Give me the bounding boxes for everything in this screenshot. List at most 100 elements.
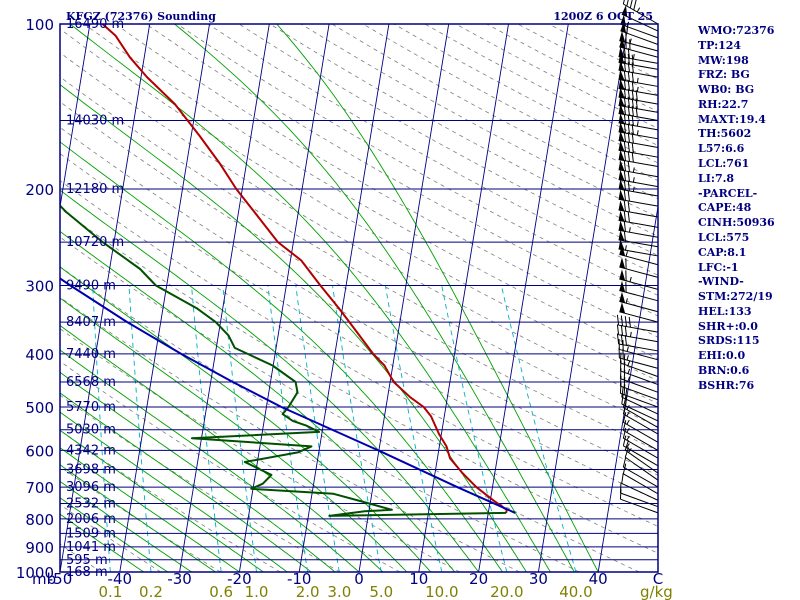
wind-barb-flag bbox=[619, 382, 622, 394]
wind-barb-shaft bbox=[619, 348, 659, 361]
wind-barb-pennant bbox=[619, 302, 626, 314]
wind-barb-shaft bbox=[623, 3, 659, 25]
wind-barb-flag bbox=[620, 325, 624, 336]
height-label: 5770 m bbox=[66, 400, 116, 415]
wind-barb-flag bbox=[619, 488, 622, 500]
height-label: 3096 m bbox=[66, 480, 116, 495]
wind-barb bbox=[618, 200, 659, 218]
wind-barb-flag bbox=[635, 106, 638, 117]
wind-barb bbox=[619, 37, 659, 58]
wind-barb-halfflag bbox=[628, 227, 631, 233]
wind-barb-pennant bbox=[621, 5, 628, 17]
wind-barb-flag bbox=[622, 463, 627, 474]
height-label: 595 m bbox=[66, 553, 108, 568]
sidebar-index-10: LI:7.8 bbox=[698, 171, 735, 185]
sidebar-index-6: MAXT:19.4 bbox=[698, 112, 766, 126]
sidebar-index-4: WB0: BG bbox=[698, 83, 755, 97]
wind-barb bbox=[618, 113, 659, 131]
dry-adiabat-line bbox=[60, 52, 658, 404]
height-label: 2006 m bbox=[66, 512, 116, 527]
moist-adiabat-line bbox=[174, 24, 575, 572]
mixing-ratio-tick-label: 20.0 bbox=[490, 583, 523, 600]
wind-barb bbox=[618, 189, 659, 207]
wind-barb-pennant bbox=[618, 52, 625, 64]
temperature-tick-label: -10 bbox=[287, 570, 312, 588]
wind-barb-shaft bbox=[620, 492, 659, 508]
wind-barb-flag bbox=[623, 211, 626, 222]
wind-barb-flag bbox=[622, 420, 627, 431]
height-label: 12180 m bbox=[66, 182, 124, 197]
wind-barb-shaft bbox=[624, 456, 659, 481]
mixing-ratio-tick-label: 0.2 bbox=[139, 583, 163, 600]
wind-barb bbox=[619, 302, 659, 323]
wind-barb-pennant bbox=[618, 87, 625, 99]
wind-barb-flag bbox=[623, 113, 626, 125]
wind-barb-flag bbox=[631, 105, 634, 117]
wind-barb bbox=[618, 78, 659, 96]
wind-barb-flag bbox=[623, 47, 626, 58]
wind-barb bbox=[619, 244, 659, 266]
wind-barb-halfflag bbox=[629, 276, 632, 283]
wind-barb-flag bbox=[627, 96, 630, 108]
wind-barb bbox=[618, 52, 659, 70]
wind-barb-flag bbox=[631, 142, 634, 153]
wind-barb-flag bbox=[623, 170, 626, 181]
dry-adiabat-line bbox=[60, 28, 658, 382]
pressure-tick-label: 900 bbox=[25, 539, 54, 557]
sidebar-index-5: RH:22.7 bbox=[698, 97, 749, 111]
temperature-tick-label: C bbox=[653, 570, 663, 588]
mixing-ratio-unit: g/kg bbox=[640, 583, 673, 600]
wind-barb-shaft bbox=[621, 13, 659, 32]
wind-barb bbox=[618, 229, 659, 248]
wind-barb-flag bbox=[627, 70, 630, 82]
sidebar-index-12: CAPE:48 bbox=[698, 201, 752, 215]
wind-barb-flag bbox=[620, 334, 624, 345]
isotherm-line bbox=[537, 24, 629, 572]
sidebar-index-11: -PARCEL- bbox=[698, 186, 758, 200]
wind-barb-flag bbox=[623, 131, 626, 142]
wind-barb-flag bbox=[627, 53, 630, 65]
sidebar-index-1: TP:124 bbox=[698, 38, 742, 52]
wind-barb-flag bbox=[622, 435, 627, 446]
wind-barb-halfflag bbox=[625, 251, 628, 257]
wind-barb-shaft bbox=[623, 413, 659, 435]
wind-barb-flag bbox=[623, 179, 626, 191]
wind-barb-flag bbox=[623, 79, 626, 90]
wind-barb-pennant bbox=[618, 179, 625, 191]
temperature-tick-label: 0 bbox=[354, 570, 364, 588]
wind-barb-halfflag bbox=[625, 245, 627, 251]
wind-barb-flag bbox=[623, 141, 626, 152]
plot-frame bbox=[59, 23, 659, 573]
wind-barb-pennant bbox=[618, 159, 625, 171]
wind-barb-flag bbox=[631, 97, 634, 109]
wind-barb-pennant bbox=[618, 229, 625, 241]
wind-barb-pennant bbox=[618, 103, 625, 115]
wind-barb-flag bbox=[623, 230, 626, 242]
wind-barb-pennant bbox=[619, 30, 626, 43]
mixing-ratio-line bbox=[332, 285, 382, 572]
temperature-tick-label: 30 bbox=[529, 570, 548, 588]
wind-barb-flag bbox=[631, 89, 634, 100]
wind-barb bbox=[621, 386, 659, 415]
isotherm-line bbox=[238, 24, 330, 572]
wind-barb bbox=[618, 220, 659, 238]
mixing-ratio-tick-label: 40.0 bbox=[559, 583, 592, 600]
wind-barb-flag bbox=[631, 124, 634, 135]
wind-barb-flag bbox=[633, 0, 637, 11]
wind-barb-pennant bbox=[619, 37, 626, 49]
wind-barb bbox=[619, 291, 659, 313]
mixing-ratio-line bbox=[191, 285, 222, 572]
sounding-traces bbox=[60, 24, 516, 517]
wind-barb-flag bbox=[623, 96, 626, 107]
wind-barb-flag bbox=[616, 314, 620, 326]
wind-barb-flag bbox=[623, 160, 626, 172]
wind-barb-flag bbox=[627, 114, 630, 125]
chart-background-lines bbox=[60, 24, 658, 572]
sidebar-index-3: FRZ: BG bbox=[698, 68, 750, 82]
wind-barb-pennant bbox=[618, 140, 625, 152]
wind-barb-flag bbox=[623, 384, 626, 395]
wind-barb-shaft bbox=[623, 445, 659, 467]
mixing-ratio-tick-label: 0.6 bbox=[209, 583, 233, 600]
